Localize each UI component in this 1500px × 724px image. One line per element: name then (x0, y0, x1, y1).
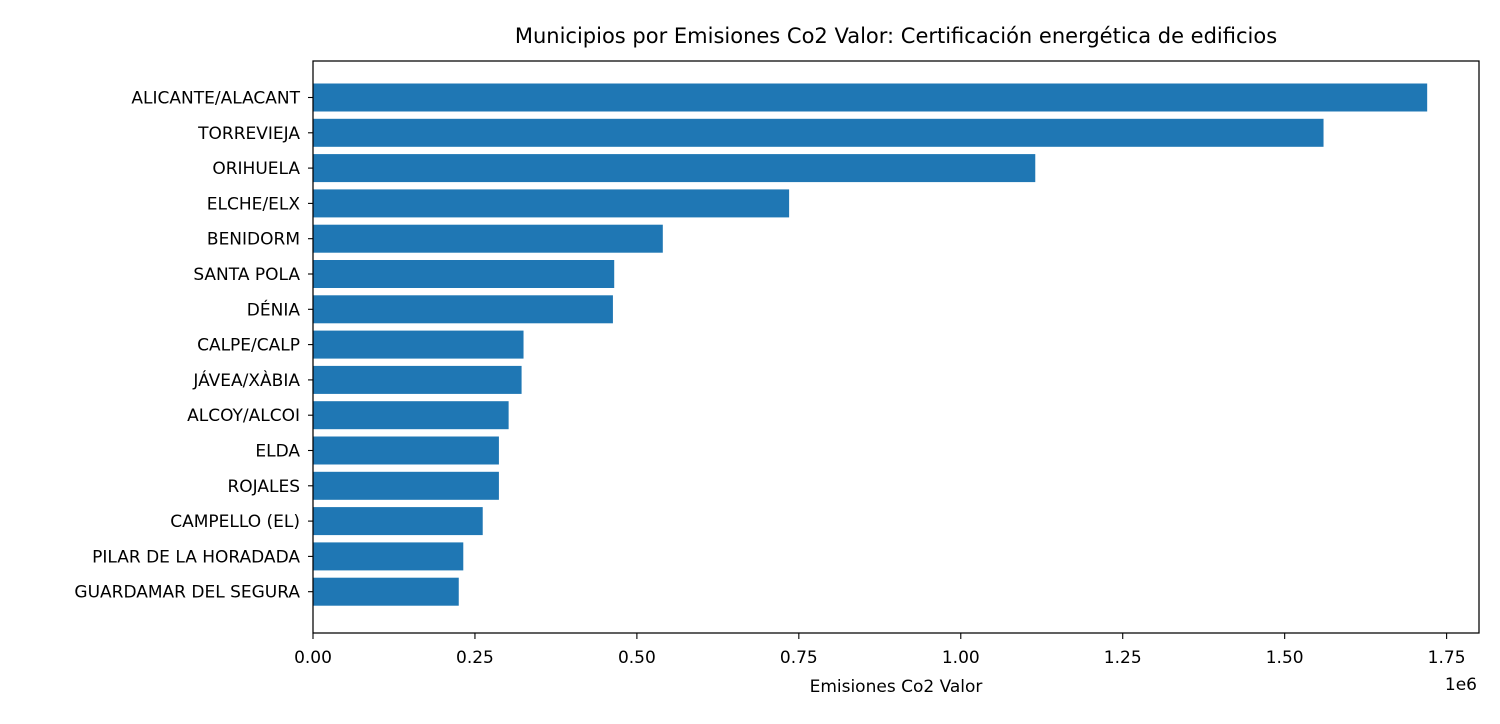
bar-benidorm (313, 224, 663, 253)
y-tick-label-orihuela: ORIHUELA (212, 159, 300, 179)
bar-pilar-de-la-horadada (313, 542, 464, 571)
y-tick-label-elda: ELDA (255, 442, 300, 462)
bar-denia (313, 295, 613, 324)
y-tick-label-calpe-calp: CALPE/CALP (197, 336, 300, 356)
bar-javea-xabia (313, 365, 522, 394)
bar-alcoy-alcoi (313, 401, 509, 430)
bar-torrevieja (313, 118, 1324, 147)
bar-campello-el (313, 507, 483, 536)
y-tick-label-santa-pola: SANTA POLA (193, 265, 300, 285)
x-tick-label: 0.00 (294, 648, 332, 668)
bar-guardamar-del-segura (313, 577, 459, 606)
x-tick-label: 1.00 (942, 648, 980, 668)
bars-group (313, 83, 1428, 606)
bar-alicante-alacant (313, 83, 1428, 112)
y-tick-label-rojales: ROJALES (227, 477, 300, 497)
y-tick-label-pilar-de-la-horadada: PILAR DE LA HORADADA (92, 547, 300, 567)
y-tick-label-javea-xabia: JÁVEA/XÀBIA (192, 369, 300, 391)
y-tick-label-elche-elx: ELCHE/ELX (207, 194, 301, 214)
x-tick-label: 0.75 (780, 648, 818, 668)
bar-calpe-calp (313, 330, 524, 359)
y-tick-label-guardamar-del-segura: GUARDAMAR DEL SEGURA (74, 583, 300, 603)
y-tick-label-denia: DÉNIA (247, 298, 301, 320)
x-tick-label: 1.50 (1266, 648, 1304, 668)
chart-title: Municipios por Emisiones Co2 Valor: Cert… (515, 24, 1277, 48)
y-tick-label-torrevieja: TORREVIEJA (197, 124, 300, 144)
x-tick-label: 0.50 (618, 648, 656, 668)
y-tick-label-alcoy-alcoi: ALCOY/ALCOI (187, 406, 300, 426)
x-axis-label: Emisiones Co2 Valor (810, 677, 983, 697)
y-axis-ticks: ALICANTE/ALACANT TORREVIEJA ORIHUELA ELCHE/… (74, 89, 313, 603)
bar-orihuela (313, 154, 1036, 183)
axes-frame (312, 60, 1480, 634)
y-tick-label-campello-el: CAMPELLO (EL) (170, 512, 300, 532)
bar-elda (313, 436, 499, 465)
x-axis-ticks: 0.00 0.25 0.50 0.75 1.00 1.25 1.50 1.75 (294, 633, 1466, 668)
y-tick-label-alicante-alacant: ALICANTE/ALACANT (131, 89, 300, 109)
bar-santa-pola (313, 260, 615, 288)
x-tick-label: 1.75 (1428, 648, 1466, 668)
bar-elche-elx (313, 189, 790, 218)
x-axis-offset-text: 1e6 (1445, 675, 1477, 695)
x-tick-label: 1.25 (1104, 648, 1142, 668)
y-tick-label-benidorm: BENIDORM (207, 230, 300, 250)
x-tick-label: 0.25 (456, 648, 494, 668)
bar-rojales (313, 471, 499, 500)
